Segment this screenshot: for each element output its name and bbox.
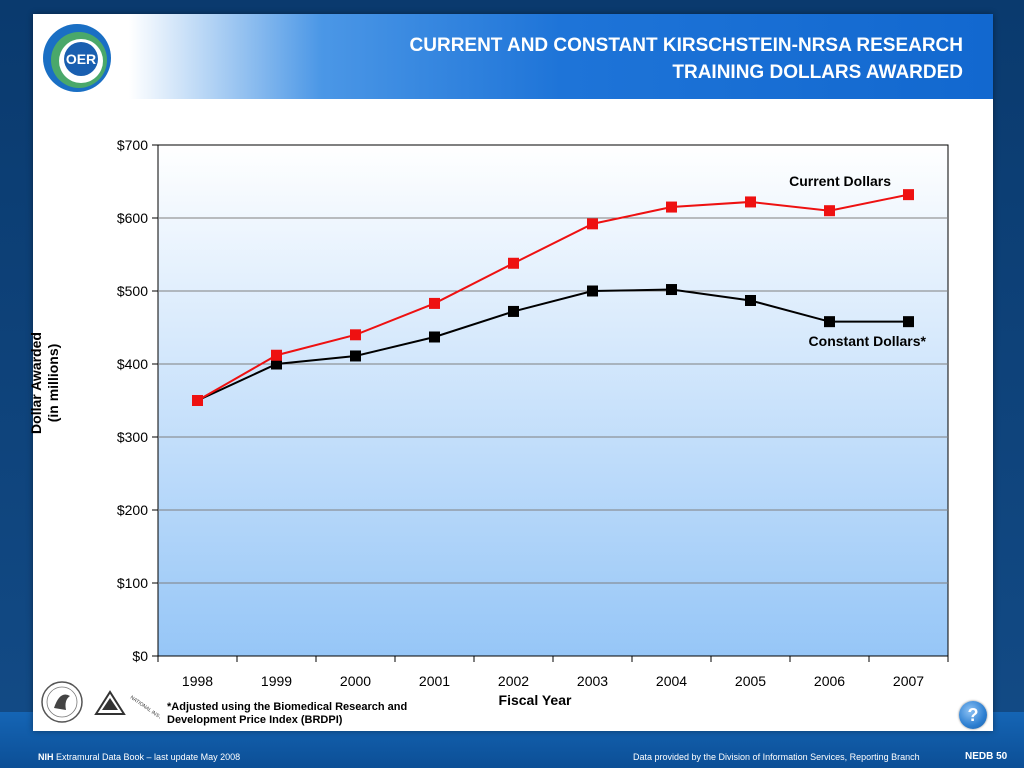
x-tick-label: 2006 (814, 673, 845, 689)
data-point-constant (429, 331, 440, 343)
y-tick-label: $400 (117, 356, 148, 372)
series-line-current (197, 193, 909, 402)
slide-title: CURRENT AND CONSTANT KIRSCHSTEIN-NRSA RE… (343, 32, 963, 86)
header-banner: OER CURRENT AND CONSTANT KIRSCHSTEIN-NRS… (33, 14, 993, 99)
plot-area (157, 144, 949, 657)
hhs-nih-seals: NATIONAL INSTITUTES OF HEALTH (41, 681, 160, 728)
series-label-current: Current Dollars (789, 173, 891, 189)
y-tick-label: $300 (117, 429, 148, 445)
data-point-constant (666, 284, 677, 296)
y-tick-label: $100 (117, 575, 148, 591)
footer-left-text: Extramural Data Book – last update May 2… (56, 752, 241, 762)
data-point-constant (350, 350, 361, 362)
footnote: *Adjusted using the Biomedical Research … (167, 701, 408, 726)
y-axis-label-line-1: Dollar Awarded (28, 332, 44, 434)
x-tick-label: 2001 (419, 673, 450, 689)
data-point-current (745, 196, 756, 208)
x-tick-label: 2004 (656, 673, 687, 689)
x-tick-label: 1998 (182, 673, 213, 689)
data-point-current (587, 218, 598, 230)
data-point-constant (508, 305, 519, 317)
x-tick-label: 2000 (340, 673, 371, 689)
data-point-current (824, 205, 835, 217)
x-tick-label: 2003 (577, 673, 608, 689)
help-button[interactable]: ? (959, 701, 987, 729)
data-point-current (350, 329, 361, 341)
x-tick-label: 1999 (261, 673, 292, 689)
nih-seal-text: NATIONAL INSTITUTES OF HEALTH (129, 695, 160, 728)
x-tick-label: 2002 (498, 673, 529, 689)
data-point-current (903, 189, 914, 201)
slide-title-line-1: CURRENT AND CONSTANT KIRSCHSTEIN-NRSA RE… (409, 35, 963, 56)
footer-left: NIH Extramural Data Book – last update M… (38, 752, 240, 762)
slide-title-line-2: TRAINING DOLLARS AWARDED (672, 62, 963, 83)
oer-logo-text: OER (66, 51, 96, 67)
data-point-current (666, 201, 677, 213)
data-point-constant (271, 358, 282, 370)
footer-nih: NIH (38, 752, 54, 762)
data-point-constant (824, 316, 835, 328)
series-label-constant: Constant Dollars* (809, 333, 927, 349)
x-tick-label: 2007 (893, 673, 924, 689)
data-point-current (192, 395, 203, 406)
x-tick-label: 2005 (735, 673, 766, 689)
y-tick-label: $600 (117, 210, 148, 226)
data-point-constant (745, 294, 756, 306)
data-point-current (508, 257, 519, 269)
data-point-constant (903, 316, 914, 328)
y-tick-label: $0 (132, 648, 148, 664)
data-point-current (429, 297, 440, 309)
data-point-constant (587, 285, 598, 297)
y-tick-label: $700 (117, 137, 148, 153)
y-axis-label: Dollar Awarded (in millions) (28, 303, 62, 463)
data-point-current (271, 349, 282, 361)
series-line-constant (197, 288, 909, 402)
footer-right: Data provided by the Division of Informa… (633, 752, 920, 762)
x-axis-label: Fiscal Year (498, 692, 572, 708)
oer-logo: OER (43, 24, 111, 92)
y-tick-label: $200 (117, 502, 148, 518)
footer-page-number: NEDB 50 (965, 751, 1008, 762)
y-axis-label-line-2: (in millions) (45, 343, 61, 423)
y-tick-label: $500 (117, 283, 148, 299)
